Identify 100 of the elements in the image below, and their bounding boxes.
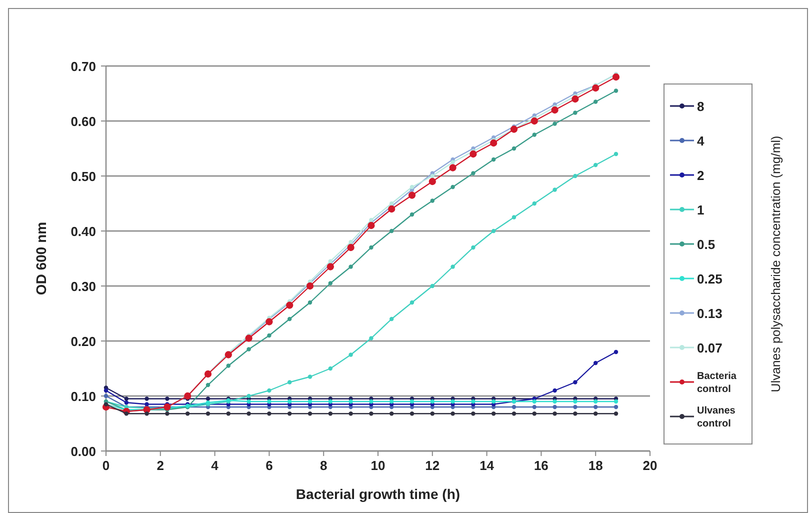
point [308, 300, 312, 305]
point [572, 95, 579, 103]
point [614, 152, 618, 156]
point [450, 411, 455, 416]
point [593, 399, 598, 404]
point [573, 110, 578, 115]
point [124, 411, 129, 416]
point [328, 259, 333, 264]
point [124, 396, 129, 401]
point [286, 302, 294, 309]
point [530, 117, 538, 125]
point [614, 411, 618, 416]
point [144, 396, 149, 401]
y-tick-label: 0.30 [70, 279, 96, 294]
point [266, 318, 273, 326]
point [491, 399, 496, 404]
point [450, 399, 455, 404]
legend-label: Bacteria control [697, 371, 737, 395]
point [124, 400, 129, 405]
point [491, 157, 496, 162]
legend-label: 8 [697, 99, 704, 114]
point [308, 399, 312, 404]
point [246, 399, 251, 404]
y-tick-label: 0.60 [70, 114, 96, 129]
y-tick-label: 0.70 [70, 59, 96, 74]
x-tick-label: 8 [320, 458, 328, 473]
point [471, 171, 476, 176]
point [348, 240, 353, 244]
y-tick-label: 0.40 [70, 224, 96, 239]
point [389, 399, 394, 404]
point [573, 411, 578, 416]
point [552, 188, 557, 192]
point [308, 411, 312, 416]
point [490, 139, 498, 147]
point [389, 316, 394, 322]
x-tick-label: 2 [156, 458, 164, 473]
point [104, 388, 108, 393]
y-tick-label: 0.20 [70, 334, 96, 349]
point [368, 222, 375, 230]
point [450, 160, 455, 164]
point [326, 263, 334, 270]
point [246, 411, 251, 416]
point [410, 212, 414, 217]
point [532, 411, 537, 416]
point [389, 201, 394, 206]
point [410, 411, 414, 416]
point [408, 192, 416, 199]
point [246, 347, 251, 352]
legend-label: 0.5 [697, 237, 716, 252]
point [532, 201, 537, 206]
point [532, 404, 537, 410]
point [245, 334, 252, 342]
point [573, 380, 578, 384]
point [267, 411, 272, 416]
point [450, 264, 455, 269]
point [267, 388, 272, 393]
point [347, 244, 354, 252]
x-tick-label: 16 [534, 458, 548, 473]
point [552, 388, 557, 393]
point [306, 282, 314, 290]
x-tick-label: 6 [266, 458, 273, 473]
x-axis-title: Bacterial growth time (h) [296, 486, 460, 502]
point [551, 106, 558, 114]
point [593, 404, 598, 410]
point [328, 366, 333, 371]
point [592, 84, 600, 92]
y-axis-title: OD 600 nm [33, 222, 49, 296]
point [430, 399, 435, 404]
x-tick-label: 12 [425, 458, 440, 473]
point [471, 411, 476, 416]
point [573, 399, 578, 404]
y-tick-label: 0.00 [70, 444, 96, 459]
point [512, 215, 516, 220]
point [287, 411, 292, 416]
point [512, 411, 516, 416]
point [614, 404, 618, 410]
legend-label: 4 [697, 134, 705, 148]
point [612, 73, 620, 81]
point [614, 399, 618, 404]
point [389, 228, 394, 234]
legend-label: 0.07 [697, 340, 722, 356]
point [410, 300, 414, 305]
point [614, 88, 618, 93]
y-tick-label: 0.10 [70, 389, 96, 404]
point [552, 122, 557, 126]
point [369, 245, 374, 250]
point [144, 411, 149, 416]
point [267, 399, 272, 404]
point [410, 399, 414, 404]
legend-label: 2 [697, 168, 704, 183]
point [348, 411, 353, 416]
point [491, 228, 496, 234]
point [144, 402, 149, 406]
legend-title: Ulvanes polysaccharide concentration (mg/ml) [769, 136, 783, 392]
point [593, 100, 598, 104]
x-tick-label: 20 [642, 458, 658, 473]
point [226, 364, 231, 368]
point [552, 404, 557, 410]
point [328, 281, 333, 286]
point [450, 184, 455, 190]
